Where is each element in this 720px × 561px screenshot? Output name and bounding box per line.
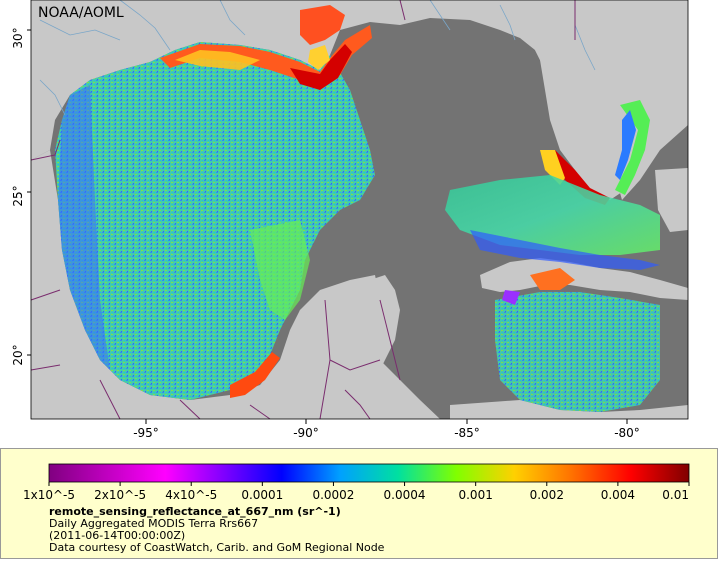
legend-date: (2011-06-14T00:00:00Z) (49, 529, 186, 542)
colorbar-label: 0.0001 (241, 488, 283, 502)
credit-label: NOAA/AOML (38, 5, 124, 21)
lon-tick-label: -85° (454, 426, 480, 440)
borders (30, 0, 576, 420)
north-coast-high-reflectance (160, 25, 372, 88)
western-gulf-data (55, 42, 375, 400)
colorbar-labels: 1x10^-5 2x10^-5 4x10^-5 0.0001 0.0002 0.0004 0… (23, 482, 690, 502)
bahamas (655, 168, 688, 232)
colorbar-label: 2x10^-5 (94, 488, 146, 502)
yucatan-peninsula (280, 275, 400, 395)
colorbar-label: 0.001 (458, 488, 492, 502)
colorbar-rect (48, 463, 690, 483)
longitude-axis: -95° -90° -85° -80° (133, 419, 640, 440)
colorbar-label: 0.002 (530, 488, 564, 502)
lat-tick-label: 20° (11, 344, 25, 365)
legend-courtesy: Data courtesy of CoastWatch, Carib. and … (49, 541, 385, 554)
legend-variable: remote_sensing_reflectance_at_667_nm (sr… (49, 505, 341, 518)
map-frame (30, 0, 689, 420)
colorbar-label: 1x10^-5 (23, 488, 75, 502)
honduras-coast (450, 400, 688, 419)
colorbar-label: 0.004 (601, 488, 635, 502)
colorbar: 1x10^-5 2x10^-5 4x10^-5 0.0001 0.0002 0.0004 0… (23, 463, 690, 502)
florida-peninsula (530, 0, 688, 200)
latitude-axis: 30° 25° 20° (11, 27, 31, 366)
colorbar-label: 0.0002 (312, 488, 354, 502)
lon-tick-label: -90° (293, 426, 319, 440)
legend-panel: 1x10^-5 2x10^-5 4x10^-5 0.0001 0.0002 0.0004 0… (0, 448, 718, 559)
colorbar-label: 4x10^-5 (165, 488, 217, 502)
lon-tick-label: -80° (614, 426, 640, 440)
caribbean-data (495, 292, 660, 412)
colorbar-label: 0.0004 (384, 488, 426, 502)
cuba (480, 258, 688, 300)
rivers (39, 0, 596, 116)
legend-description: Daily Aggregated MODIS Terra Rrs667 (49, 517, 259, 530)
lat-tick-label: 30° (11, 27, 25, 48)
colorbar-label: 0.01 (662, 488, 689, 502)
lon-tick-label: -95° (133, 426, 159, 440)
reflectance-data (55, 5, 660, 412)
lat-tick-label: 25° (11, 185, 25, 206)
